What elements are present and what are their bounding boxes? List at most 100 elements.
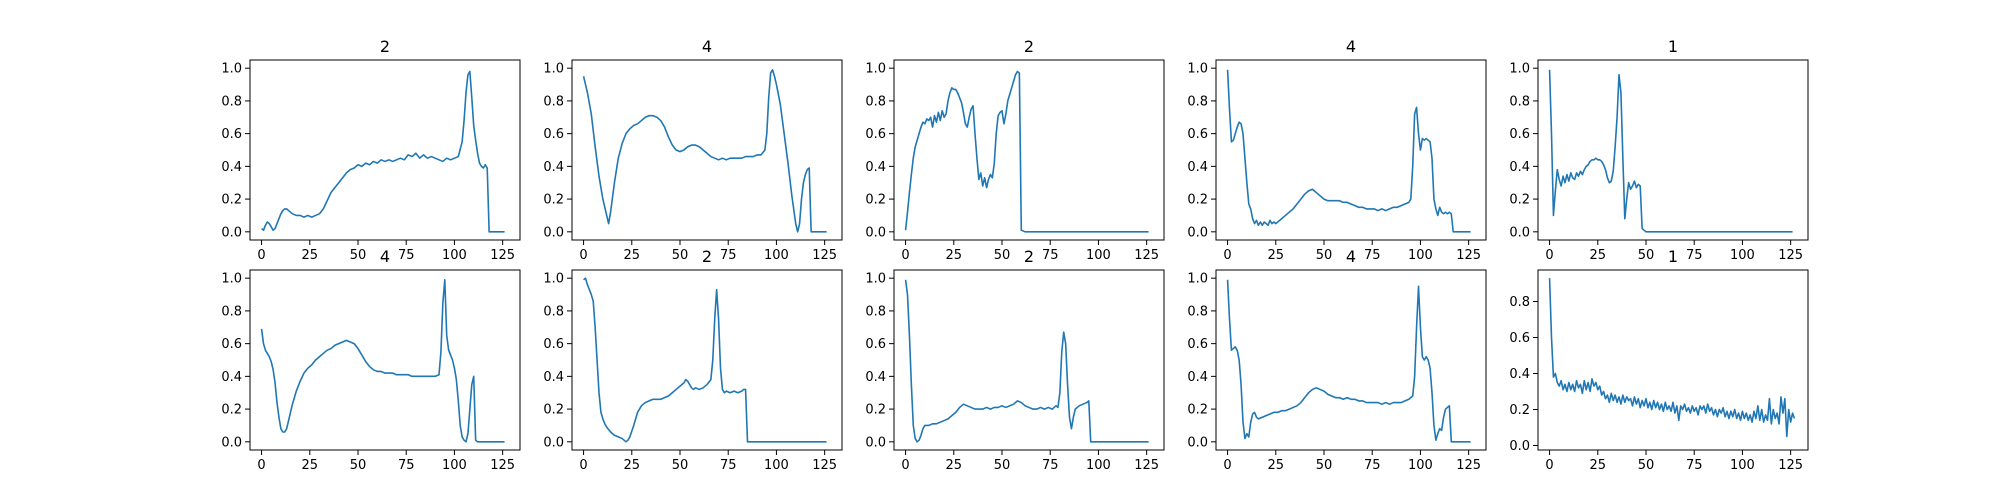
y-tick-label: 0.2: [221, 193, 242, 208]
y-tick-label: 0.0: [1187, 225, 1208, 240]
y-tick-label: 0.2: [1187, 193, 1208, 208]
x-tick-label: 125: [490, 458, 515, 473]
x-tick-label: 125: [1778, 458, 1803, 473]
y-tick-label: 0.2: [221, 403, 242, 418]
subplot-9: 4 0 25 50 75 100 125 0.0 0.2 0.4 0.6 0.8 1.0: [1187, 247, 1487, 473]
x-tick-label: 25: [1590, 248, 1607, 263]
subplot-4: 4 0 25 50 75 100 125 0.0 0.2 0.4 0.6 0.8 1.0: [1187, 37, 1487, 263]
x-tick-label: 50: [672, 458, 689, 473]
y-tick-label: 0.6: [1187, 127, 1208, 142]
y-tick-label: 0.8: [543, 94, 564, 109]
series-line: [1226, 279, 1471, 443]
y-tick-label: 0.6: [1509, 127, 1530, 142]
y-tick-label: 0.4: [865, 160, 886, 175]
y-tick-label: 0.8: [221, 94, 242, 109]
x-tick-label: 125: [812, 458, 837, 473]
axes-frame: [249, 269, 521, 451]
y-tick-label: 0.4: [1509, 367, 1530, 382]
y-tick-label: 0.6: [865, 127, 886, 142]
y-tick-label: 0.4: [221, 160, 242, 175]
x-tick-label: 25: [302, 248, 319, 263]
x-tick-label: 100: [764, 458, 789, 473]
subplot-1: 2 0 25 50 75 100 125 0.0 0.2 0.4 0.6 0.8 1.0: [221, 37, 521, 263]
x-tick-label: 125: [1134, 248, 1159, 263]
x-tick-label: 100: [1730, 458, 1755, 473]
y-tick-label: 1.0: [1509, 62, 1530, 77]
subplot-title: 4: [1346, 37, 1356, 56]
y-tick-label: 0.0: [543, 435, 564, 450]
x-tick-label: 25: [624, 458, 641, 473]
axes-frame: [1537, 59, 1809, 241]
series-line: [583, 277, 827, 443]
subplot-6: 4 0 25 50 75 100 125 0.0 0.2 0.4 0.6 0.8 1.0: [221, 247, 521, 473]
y-tick-label: 1.0: [221, 272, 242, 287]
x-tick-label: 50: [1316, 458, 1333, 473]
x-tick-label: 100: [1408, 458, 1433, 473]
y-tick-label: 0.4: [1509, 160, 1530, 175]
x-tick-label: 0: [579, 458, 587, 473]
series-line: [904, 70, 1149, 233]
x-tick-label: 0: [1223, 248, 1231, 263]
y-tick-label: 0.2: [1509, 403, 1530, 418]
x-tick-label: 50: [994, 458, 1011, 473]
y-tick-label: 0.0: [1509, 225, 1530, 240]
x-tick-label: 125: [812, 248, 837, 263]
axes-frame: [893, 59, 1165, 241]
x-tick-label: 75: [398, 458, 415, 473]
x-tick-label: 0: [257, 248, 265, 263]
axes-frame: [571, 59, 843, 241]
y-tick-label: 0.8: [1509, 94, 1530, 109]
x-tick-label: 100: [442, 458, 467, 473]
y-tick-label: 1.0: [543, 62, 564, 77]
subplot-8: 2 0 25 50 75 100 125 0.0 0.2 0.4 0.6 0.8 1.0: [865, 247, 1165, 473]
subplot-5: 1 0 25 50 75 100 125 0.0 0.2 0.4 0.6 0.8 1.0: [1509, 37, 1809, 263]
x-tick-label: 125: [490, 248, 515, 263]
x-tick-label: 125: [1456, 248, 1481, 263]
x-tick-label: 25: [1590, 458, 1607, 473]
y-tick-label: 0.4: [1187, 160, 1208, 175]
y-tick-label: 0.0: [865, 225, 886, 240]
x-tick-label: 25: [946, 458, 963, 473]
x-tick-label: 25: [1268, 458, 1285, 473]
x-tick-label: 75: [720, 458, 737, 473]
axes-frame: [249, 59, 521, 241]
series-line: [1548, 69, 1793, 233]
subplot-title: 4: [1346, 247, 1356, 266]
subplot-title: 1: [1668, 37, 1678, 56]
y-tick-label: 1.0: [543, 272, 564, 287]
x-tick-label: 75: [1686, 458, 1703, 473]
y-tick-label: 0.2: [1509, 193, 1530, 208]
x-tick-label: 100: [1408, 248, 1433, 263]
subplot-title: 4: [702, 37, 712, 56]
y-tick-label: 0.4: [543, 160, 564, 175]
x-tick-label: 125: [1456, 458, 1481, 473]
x-tick-label: 0: [1545, 248, 1553, 263]
subplot-title: 2: [380, 37, 390, 56]
x-tick-label: 25: [624, 248, 641, 263]
y-tick-label: 1.0: [1187, 272, 1208, 287]
axes-frame: [893, 269, 1165, 451]
y-tick-label: 0.2: [1187, 403, 1208, 418]
y-tick-label: 0.2: [543, 403, 564, 418]
x-tick-label: 25: [1268, 248, 1285, 263]
subplot-title: 1: [1668, 247, 1678, 266]
x-tick-label: 0: [579, 248, 587, 263]
y-tick-label: 0.8: [865, 94, 886, 109]
subplot-title: 2: [1024, 247, 1034, 266]
y-tick-label: 0.4: [221, 370, 242, 385]
x-tick-label: 0: [1223, 458, 1231, 473]
x-tick-label: 100: [1730, 248, 1755, 263]
x-tick-label: 0: [901, 248, 909, 263]
axes-frame: [1537, 269, 1809, 451]
x-tick-label: 100: [764, 248, 789, 263]
subplot-10: 1 0 25 50 75 100 125 0.0 0.2 0.4 0.6 0.8: [1509, 247, 1809, 473]
y-tick-label: 1.0: [865, 272, 886, 287]
x-tick-label: 100: [1086, 248, 1111, 263]
y-tick-label: 0.0: [221, 435, 242, 450]
x-tick-label: 25: [302, 458, 319, 473]
y-tick-label: 0.2: [865, 403, 886, 418]
series-line: [1548, 278, 1796, 438]
y-tick-label: 0.8: [1187, 94, 1208, 109]
